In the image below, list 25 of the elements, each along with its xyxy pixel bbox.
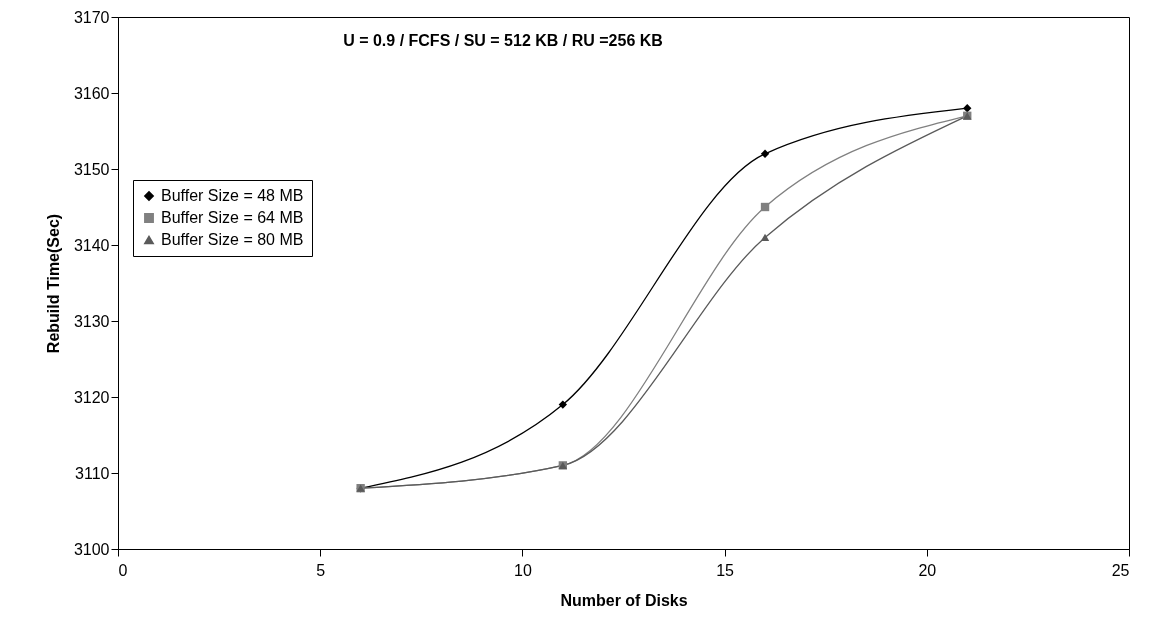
- point: [760, 233, 770, 242]
- x-tick-label: 10: [514, 561, 532, 579]
- x-axis-title: Number of Disks: [560, 591, 688, 609]
- y-tick-label: 3150: [73, 160, 110, 178]
- x-tick-label: 25: [1111, 561, 1130, 579]
- y-tick-label: 3100: [73, 540, 110, 558]
- legend-label: Buffer Size = 64 MB: [161, 209, 304, 226]
- x-tick-label: 20: [918, 561, 937, 579]
- point: [963, 104, 972, 113]
- y-tick-label: 3110: [75, 464, 110, 482]
- annotation: U = 0.9 / FCFS / SU = 512 KB / RU =256 KB: [343, 32, 663, 49]
- y-tick-label: 3160: [73, 84, 110, 102]
- y-tick-label: 3140: [73, 236, 110, 254]
- y-tick-label: 3170: [73, 8, 110, 26]
- legend-label: Buffer Size = 80 MB: [161, 231, 304, 248]
- y-axis-title: Rebuild Time(Sec): [44, 213, 62, 354]
- point: [760, 149, 770, 158]
- y-tick-label: 3130: [73, 312, 110, 330]
- y-tick-label: 3120: [73, 388, 110, 406]
- point: [760, 202, 770, 212]
- x-tick-label: 5: [316, 561, 326, 579]
- x-tick-label: 0: [118, 561, 128, 579]
- point: [558, 400, 568, 409]
- x-tick-label: 15: [716, 561, 735, 579]
- legend-label: Buffer Size = 48 MB: [161, 187, 304, 204]
